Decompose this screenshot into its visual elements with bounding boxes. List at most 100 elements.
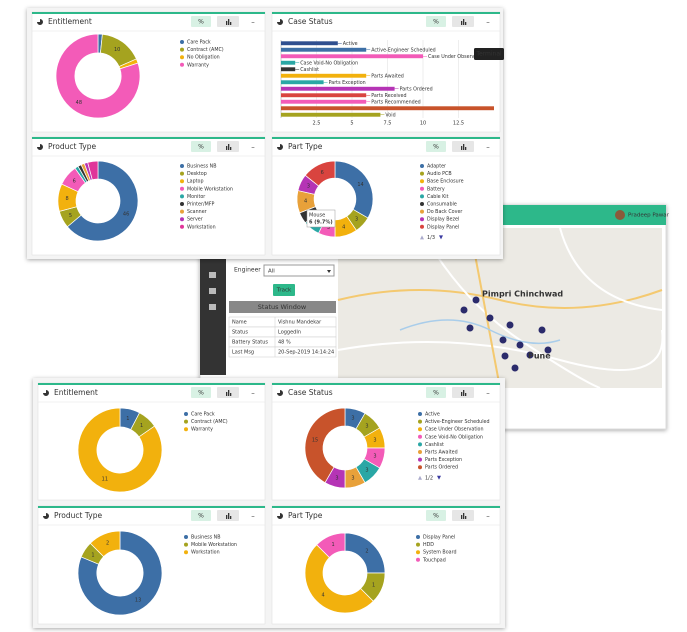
bar[interactable]: [281, 112, 381, 117]
legend-swatch[interactable]: [184, 412, 188, 416]
engineer-marker[interactable]: [501, 352, 509, 360]
engineer-marker[interactable]: [506, 321, 514, 329]
legend-swatch[interactable]: [420, 194, 424, 199]
sidebar-icon[interactable]: [209, 272, 216, 278]
legend-swatch[interactable]: [184, 419, 188, 424]
donut-slice[interactable]: [66, 160, 139, 242]
legend-swatch[interactable]: [416, 542, 420, 547]
engineer-marker[interactable]: [544, 346, 552, 354]
percent-button[interactable]: [191, 510, 211, 521]
legend-swatch[interactable]: [420, 186, 424, 191]
status-key: Last Msg: [232, 350, 254, 356]
legend-swatch[interactable]: [180, 55, 184, 60]
legend-swatch[interactable]: [180, 164, 184, 168]
panel-accent: [38, 506, 265, 508]
legend-swatch[interactable]: [180, 217, 184, 222]
legend-swatch[interactable]: [180, 186, 184, 191]
legend-swatch[interactable]: [180, 194, 184, 199]
percent-button[interactable]: [191, 141, 211, 152]
panel-icon: [43, 513, 49, 519]
legend-page: 1/2: [425, 475, 433, 481]
donut-slice[interactable]: [304, 160, 336, 187]
bar[interactable]: [281, 67, 296, 72]
bar[interactable]: [281, 99, 367, 104]
legend-prev[interactable]: [420, 235, 424, 240]
legend-swatch[interactable]: [180, 209, 184, 214]
legend-swatch[interactable]: [420, 202, 424, 206]
legend-swatch[interactable]: [180, 202, 184, 206]
engineer-marker[interactable]: [472, 296, 480, 304]
legend-next[interactable]: [437, 475, 441, 480]
bar[interactable]: [281, 47, 367, 52]
legend-swatch[interactable]: [180, 47, 184, 52]
bar[interactable]: [281, 86, 395, 91]
percent-button[interactable]: [426, 510, 446, 521]
legend-label: Contract (AMC): [187, 47, 224, 53]
legend-swatch[interactable]: [420, 224, 424, 229]
legend-swatch[interactable]: [184, 427, 188, 432]
map-label: Pimpri Chinchwad: [482, 290, 563, 299]
user-name: Pradeep Pawar: [628, 213, 670, 219]
donut-slice[interactable]: [77, 530, 163, 616]
legend-swatch[interactable]: [418, 465, 422, 470]
legend-swatch[interactable]: [416, 550, 420, 555]
legend-swatch[interactable]: [180, 179, 184, 184]
engineer-marker[interactable]: [511, 364, 519, 372]
legend-swatch[interactable]: [180, 224, 184, 229]
legend-swatch[interactable]: [416, 557, 420, 562]
sidebar-icon[interactable]: [209, 288, 216, 294]
legend-swatch[interactable]: [420, 171, 424, 176]
donut-slice[interactable]: [316, 532, 346, 558]
donut-slice[interactable]: [89, 530, 121, 558]
legend-swatch[interactable]: [184, 550, 188, 555]
legend-swatch[interactable]: [418, 442, 422, 447]
engineer-marker[interactable]: [538, 326, 546, 334]
donut-slice[interactable]: [304, 544, 374, 614]
legend-swatch[interactable]: [184, 542, 188, 547]
panel-title: Entitlement: [54, 388, 98, 397]
bar[interactable]: [281, 93, 367, 98]
percent-button[interactable]: [191, 16, 211, 27]
donut-slice[interactable]: [77, 407, 163, 493]
bar[interactable]: [281, 54, 423, 59]
bar[interactable]: [281, 41, 338, 46]
slice-label: 3: [351, 416, 354, 422]
legend-swatch[interactable]: [418, 427, 422, 432]
track-button[interactable]: [273, 284, 295, 296]
legend-swatch[interactable]: [418, 434, 422, 439]
legend-next[interactable]: [439, 235, 443, 240]
bar[interactable]: [281, 73, 367, 78]
engineer-marker[interactable]: [526, 351, 534, 359]
donut-slice[interactable]: [87, 160, 99, 181]
legend-prev[interactable]: [418, 475, 422, 480]
legend-swatch[interactable]: [418, 457, 422, 462]
legend-swatch[interactable]: [180, 171, 184, 176]
percent-button[interactable]: [426, 16, 446, 27]
sidebar-icon[interactable]: [209, 304, 216, 310]
legend-swatch[interactable]: [420, 217, 424, 222]
engineer-marker[interactable]: [460, 306, 468, 314]
legend-swatch[interactable]: [420, 209, 424, 214]
donut-slice[interactable]: [55, 33, 141, 119]
legend-swatch[interactable]: [418, 450, 422, 454]
legend-swatch[interactable]: [420, 179, 424, 184]
legend-swatch[interactable]: [418, 412, 422, 416]
engineer-marker[interactable]: [486, 314, 494, 322]
legend-swatch[interactable]: [180, 40, 184, 44]
bar[interactable]: [281, 80, 324, 85]
percent-button[interactable]: [191, 387, 211, 398]
legend-swatch[interactable]: [418, 419, 422, 424]
engineer-marker[interactable]: [516, 341, 524, 349]
bar[interactable]: [281, 60, 296, 65]
engineer-marker[interactable]: [499, 336, 507, 344]
legend-swatch[interactable]: [416, 535, 420, 539]
legend-swatch[interactable]: [180, 62, 184, 67]
legend-swatch[interactable]: [184, 535, 188, 539]
bar[interactable]: [281, 106, 494, 111]
percent-button[interactable]: [426, 141, 446, 152]
engineer-select[interactable]: [263, 264, 335, 277]
percent-button[interactable]: [426, 387, 446, 398]
donut-slice[interactable]: [304, 407, 346, 484]
engineer-marker[interactable]: [466, 324, 474, 332]
legend-swatch[interactable]: [420, 164, 424, 168]
